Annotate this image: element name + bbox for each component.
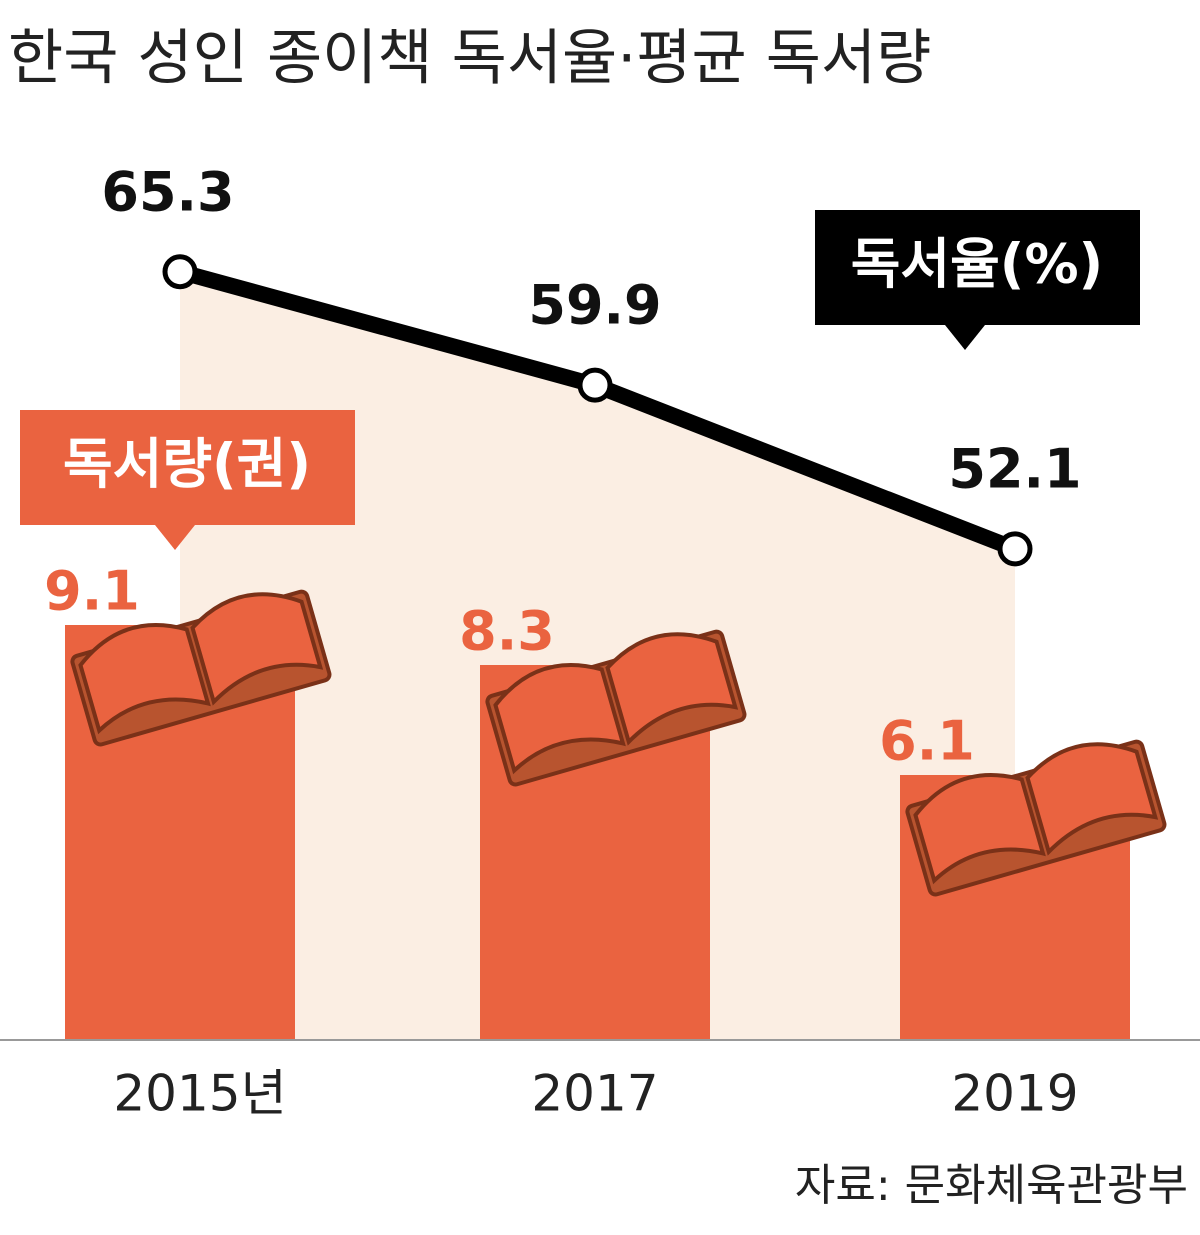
book-page xyxy=(1025,742,1159,856)
x-tick-label: 2019 xyxy=(951,1065,1078,1123)
book-page xyxy=(913,772,1046,885)
book-icon xyxy=(70,589,332,747)
line-value-label: 52.1 xyxy=(948,438,1081,501)
legend-pointer xyxy=(155,525,195,550)
bar-value-label: 8.3 xyxy=(459,600,555,663)
x-tick-label: 2017 xyxy=(531,1065,658,1123)
book-icon xyxy=(905,739,1167,897)
line-value-label: 65.3 xyxy=(101,160,234,223)
book-page xyxy=(605,632,739,746)
line-point xyxy=(162,254,198,290)
legend-label: 독서량(권) xyxy=(63,433,311,496)
bar-value-label: 9.1 xyxy=(44,560,140,623)
book-page xyxy=(493,662,626,775)
book-page xyxy=(190,592,324,706)
line-point xyxy=(997,531,1033,567)
book-page xyxy=(78,622,211,735)
bar-value-label: 6.1 xyxy=(879,710,975,773)
legend-entry: 독서량(권) xyxy=(20,410,355,550)
legend-box xyxy=(815,210,1140,325)
line-value-label: 59.9 xyxy=(528,274,661,337)
legend-entry: 독서율(%) xyxy=(815,210,1140,350)
line-point xyxy=(577,367,613,403)
x-tick-label: 2015년 xyxy=(113,1065,286,1123)
legend-box xyxy=(20,410,355,525)
area-fill xyxy=(180,271,1015,1040)
chart-title: 한국 성인 종이책 독서율·평균 독서량 xyxy=(8,24,931,94)
legend-pointer xyxy=(945,325,985,350)
legend-label: 독서율(%) xyxy=(851,233,1104,296)
book-icon xyxy=(485,629,747,787)
source-note: 자료: 문화체육관광부 xyxy=(795,1160,1188,1211)
